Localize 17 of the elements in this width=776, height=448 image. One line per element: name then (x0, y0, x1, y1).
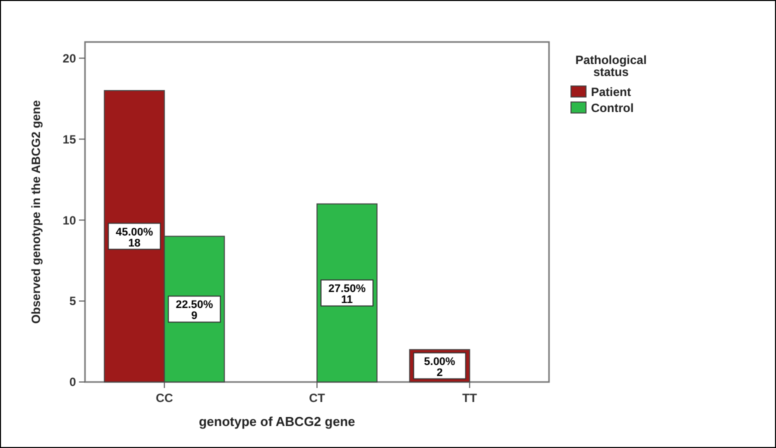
x-tick-label: CC (156, 391, 174, 405)
y-tick-label: 10 (62, 213, 76, 228)
data-label: 5.00% 2 (424, 356, 456, 379)
legend-title: Pathological status (575, 53, 647, 79)
legend-label: Patient (591, 85, 632, 99)
y-tick-label: 20 (62, 51, 76, 66)
y-tick-label: 0 (69, 375, 76, 390)
data-label: 45.00% 18 (116, 226, 154, 250)
x-axis-title: genotype of ABCG2 gene (198, 414, 356, 429)
data-label: 27.50% 11 (328, 282, 366, 306)
y-tick-label: 5 (69, 294, 76, 308)
data-label: 22.50% 9 (176, 299, 214, 322)
x-tick-label: CT (309, 391, 326, 405)
x-tick-label: TT (462, 391, 478, 405)
y-axis-title: Observed genotype in the ABCG2 gene (29, 100, 43, 324)
legend-label: Control (591, 101, 634, 115)
y-tick-label: 15 (62, 132, 76, 146)
